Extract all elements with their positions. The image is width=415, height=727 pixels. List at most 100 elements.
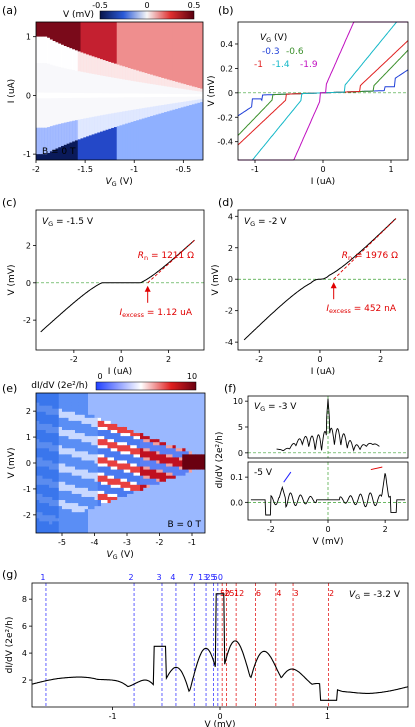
heatmap-cell — [182, 405, 186, 409]
heatmap-cell — [143, 472, 147, 476]
heatmap-cell — [166, 472, 170, 476]
heatmap-cell — [68, 423, 73, 427]
heatmap-cell — [175, 484, 180, 488]
heatmap-cell-negative — [169, 110, 173, 160]
heatmap-cell — [188, 405, 193, 409]
heatmap-cell — [169, 523, 173, 528]
heatmap-cell — [117, 417, 121, 421]
heatmap-cell — [185, 469, 190, 473]
heatmap-cell — [120, 481, 125, 485]
heatmap-cell — [185, 481, 190, 485]
heatmap-cell — [94, 481, 99, 485]
heatmap-cell — [198, 459, 203, 464]
heatmap-cell — [182, 487, 186, 491]
heatmap-cell — [146, 447, 151, 452]
heatmap-cell — [101, 402, 105, 406]
heatmap-cell — [104, 487, 108, 491]
heatmap-cell — [97, 396, 102, 400]
heatmap-cell — [179, 469, 183, 473]
heatmap-cell — [117, 487, 121, 491]
heatmap-cell — [91, 526, 95, 531]
heatmap-cell — [114, 499, 118, 504]
heatmap-cell — [91, 508, 95, 513]
heatmap-cell — [156, 502, 160, 507]
heatmap-cell — [133, 508, 138, 513]
heatmap-cell — [123, 493, 128, 497]
heatmap-cell — [94, 508, 99, 513]
heatmap-cell — [130, 459, 134, 464]
heatmap-cell — [149, 517, 154, 522]
heatmap-cell — [104, 493, 108, 497]
panel-e-xlabel: VG (V) — [107, 550, 134, 561]
heatmap-cell-negative — [105, 129, 109, 160]
heatmap-cell-transition — [175, 81, 179, 88]
heatmap-cell — [192, 438, 196, 443]
panel-c-ytick-label: -2 — [23, 316, 31, 325]
heatmap-cell — [117, 423, 121, 427]
heatmap-cell — [75, 426, 79, 431]
heatmap-cell — [153, 499, 157, 504]
heatmap-cell — [68, 450, 73, 455]
heatmap-cell — [94, 478, 99, 482]
panel-g-label: (g) — [2, 568, 18, 581]
heatmap-cell — [97, 453, 102, 458]
heatmap-cell — [75, 429, 79, 434]
heatmap-cell — [127, 444, 131, 449]
heatmap-cell — [182, 399, 186, 403]
heatmap-cell-transition — [177, 82, 182, 89]
panel-d-rn-annotation: Rn = 1976 Ω — [342, 251, 398, 262]
heatmap-cell — [127, 517, 131, 522]
heatmap-cell — [65, 472, 69, 476]
heatmap-cell — [146, 520, 151, 525]
heatmap-cell-negative — [86, 136, 90, 160]
heatmap-cell — [179, 399, 183, 403]
heatmap-cell — [62, 441, 66, 446]
heatmap-cell — [156, 402, 160, 406]
heatmap-cell — [175, 505, 180, 510]
heatmap-cell — [84, 411, 89, 415]
heatmap-cell — [81, 493, 86, 497]
heatmap-cell-negative — [88, 135, 93, 160]
heatmap-cell — [58, 405, 63, 409]
heatmap-cell — [117, 450, 121, 455]
heatmap-cell — [127, 426, 131, 431]
heatmap-cell — [169, 435, 173, 440]
heatmap-cell-negative — [166, 111, 171, 160]
heatmap-cell — [62, 435, 66, 440]
heatmap-cell — [159, 505, 164, 510]
heatmap-cell — [130, 466, 134, 470]
heatmap-cell — [97, 450, 102, 455]
heatmap-cell — [68, 396, 73, 400]
heatmap-cell — [88, 396, 92, 400]
heatmap-cell — [143, 487, 147, 491]
panel-d-iexcess-annotation: Iexcess = 452 nA — [326, 304, 397, 315]
heatmap-cell — [75, 496, 79, 501]
heatmap-cell — [140, 393, 144, 397]
heatmap-cell — [97, 478, 102, 482]
heatmap-cell — [117, 444, 121, 449]
heatmap-cell — [58, 417, 63, 421]
heatmap-cell — [175, 478, 180, 482]
panel-c-iexcess-annotation: Iexcess = 1.12 uA — [119, 308, 192, 319]
panel-b-legend-title: VG (V) — [260, 33, 287, 44]
heatmap-cell — [117, 475, 121, 479]
heatmap-cell — [68, 523, 73, 528]
heatmap-cell — [75, 499, 79, 504]
heatmap-cell — [58, 499, 63, 504]
heatmap-cell — [75, 447, 79, 452]
heatmap-cell — [192, 444, 196, 449]
heatmap-cell — [123, 399, 128, 403]
heatmap-cell — [143, 441, 147, 446]
heatmap-cell-transition — [100, 59, 104, 76]
heatmap-cell — [71, 393, 76, 397]
heatmap-cell — [58, 450, 63, 455]
heatmap-cell — [175, 453, 180, 458]
heatmap-cell — [153, 514, 157, 519]
heatmap-cell — [123, 472, 128, 476]
heatmap-cell — [192, 435, 196, 440]
heatmap-cell — [71, 472, 76, 476]
heatmap-cell — [130, 450, 134, 455]
heatmap-cell — [120, 450, 125, 455]
heatmap-cell — [65, 423, 69, 427]
heatmap-cell — [94, 520, 99, 525]
